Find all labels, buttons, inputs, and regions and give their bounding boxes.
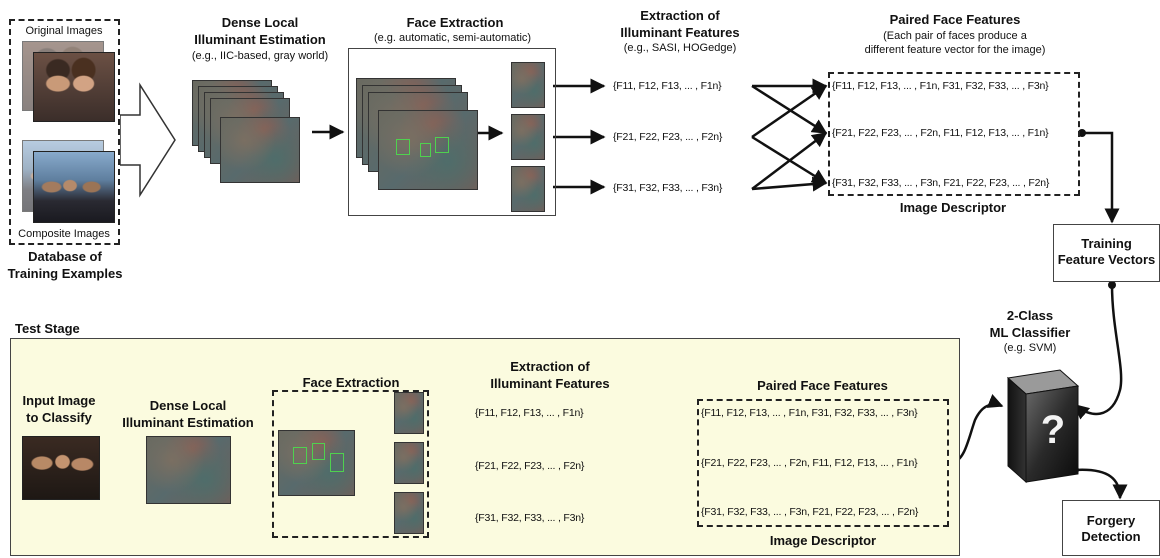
test-feature-1: {F11, F12, F13, ... , F1n} [475,407,584,419]
test-illum-title-1: Extraction of [510,359,590,374]
face-extraction-subtitle: (e.g. automatic, semi-automatic) [373,32,532,44]
train-feature-1: {F11, F12, F13, ... , F1n} [613,80,722,92]
test-paired-box [697,399,949,527]
composite-image-photo [33,151,115,223]
face-box-1 [396,139,410,155]
test-feature-2: {F21, F22, F23, ... , F2n} [475,460,585,472]
classifier-title-1: 2-Class [1006,308,1054,323]
paired-sub-2: different feature vector for the image) [864,44,1046,56]
arrow-training-to-classifier [1073,284,1123,420]
arrow-classifier-to-forgery [1074,468,1128,500]
dense-subtitle: (e.g., IIC-based, gray world) [191,50,329,62]
training-vectors-label-1: Training [1081,236,1132,251]
illum-title-2: Illuminant Features [620,25,740,40]
face-box-3 [435,137,449,153]
train-paired-2: {F21, F22, F23, ... , F2n, F11, F12, F13… [832,127,1049,139]
forgery-detection-box: Forgery Detection [1062,500,1160,556]
test-face-crop-2 [394,442,424,484]
test-dense-map [146,436,231,504]
classifier-title-3: (e.g. SVM) [1003,342,1057,354]
illum-subtitle: (e.g., SASI, HOGedge) [623,42,737,54]
test-illum-title-2: Illuminant Features [490,376,610,391]
test-face-box-1 [293,447,307,464]
test-paired-3: {F31, F32, F33, ... , F3n, F21, F22, F23… [701,506,919,518]
test-dense-title-2: Illuminant Estimation [122,415,254,430]
test-input-label-1: Input Image [22,393,96,408]
train-paired-3: {F31, F32, F33, ... , F3n, F21, F22, F23… [832,177,1050,189]
test-stage-label: Test Stage [15,321,80,336]
test-paired-1: {F11, F12, F13, ... , F1n, F31, F32, F33… [701,407,918,419]
face-crop-2 [511,114,545,160]
training-vectors-box: Training Feature Vectors [1053,224,1160,282]
training-vectors-label-2: Feature Vectors [1057,252,1156,267]
test-dense-title-1: Dense Local [149,398,227,413]
test-face-box-3 [330,453,344,472]
classifier-title-2: ML Classifier [989,325,1071,340]
arrow-paired-to-training [1082,131,1120,224]
test-face-crop-3 [394,492,424,534]
hollow-arrow [119,82,176,198]
forgery-label-2: Detection [1081,529,1141,544]
face-box-2 [420,143,431,157]
dense-title-2: Illuminant Estimation [194,32,326,47]
test-face-box [272,390,429,538]
test-face-box-2 [312,443,325,460]
paired-sub-1: (Each pair of faces produce a [883,30,1027,42]
face-crop-1 [511,62,545,108]
test-paired-title: Paired Face Features [757,378,888,393]
test-paired-2: {F21, F22, F23, ... , F2n, F11, F12, F13… [701,457,918,469]
face-extraction-box [348,48,556,216]
dense-map-5 [220,117,300,183]
test-face-map [278,430,355,496]
illum-title-1: Extraction of [640,8,720,23]
test-face-crop-1 [394,392,424,434]
classifier-question-icon: ? [1040,408,1066,452]
original-image-photo [33,52,115,122]
train-feature-3: {F31, F32, F33, ... , F3n} [613,182,723,194]
paired-features-box [828,72,1080,196]
arrow-testpaired-to-classifier [951,394,1004,465]
original-images-label: Original Images [25,25,103,37]
test-feature-3: {F31, F32, F33, ... , F3n} [475,512,585,524]
test-face-title: Face Extraction [302,375,400,390]
database-label-1: Database of [28,249,102,264]
face-extraction-title: Face Extraction [406,15,504,30]
composite-images-label: Composite Images [18,228,110,240]
image-descriptor-label: Image Descriptor [899,200,1007,215]
dense-title-1: Dense Local [221,15,299,30]
paired-title: Paired Face Features [889,12,1021,27]
train-paired-1: {F11, F12, F13, ... , F1n, F31, F32, F33… [832,80,1049,92]
forgery-label-1: Forgery [1086,513,1136,528]
test-image-descriptor: Image Descriptor [769,533,877,548]
train-feature-2: {F21, F22, F23, ... , F2n} [613,131,723,143]
test-input-photo [22,436,100,500]
face-crop-3 [511,166,545,212]
test-input-label-2: to Classify [26,410,92,425]
database-label-2: Training Examples [7,266,123,281]
face-map-main [378,110,478,190]
